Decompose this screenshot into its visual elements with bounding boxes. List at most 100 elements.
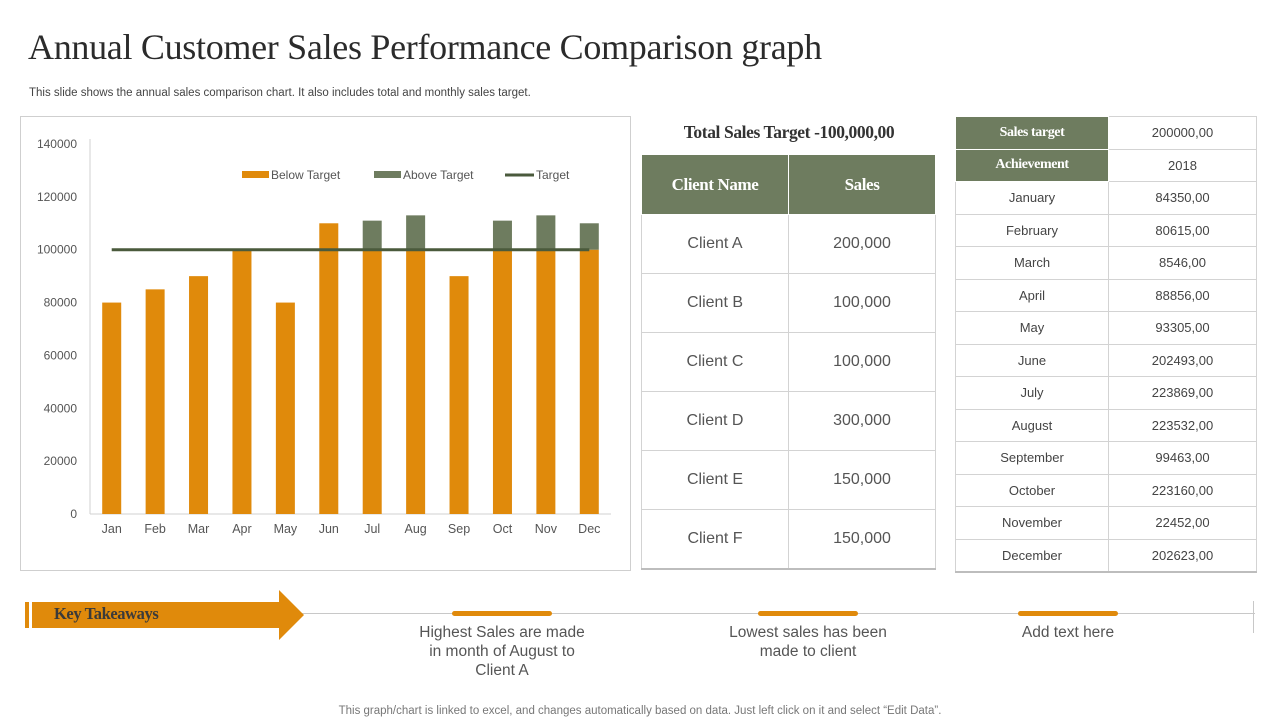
takeaway-marker bbox=[758, 611, 858, 616]
month-name: June bbox=[955, 343, 1109, 377]
achievement-row: Achievement 2018 bbox=[955, 148, 1257, 182]
takeaway-text: Highest Sales are made in month of Augus… bbox=[419, 624, 585, 679]
legend-label-below: Below Target bbox=[271, 168, 341, 182]
total-sales-target-heading: Total Sales Target -100,000,00 bbox=[683, 122, 895, 142]
month-name: December bbox=[955, 538, 1109, 573]
month-name: November bbox=[955, 506, 1109, 540]
client-name: Client B bbox=[641, 273, 789, 333]
bar-below-target bbox=[362, 249, 382, 514]
month-value: 99463,00 bbox=[1108, 441, 1257, 475]
bar-below-target bbox=[492, 249, 512, 514]
bar-chart-svg: 0 20000 40000 60000 80000 100000 120000 140000 J… bbox=[37, 137, 611, 536]
bar-below-target bbox=[319, 223, 339, 514]
table-row: Client C 100,000 bbox=[641, 332, 936, 392]
table-row: January 84350,00 bbox=[955, 181, 1257, 215]
month-value: 202493,00 bbox=[1108, 343, 1257, 377]
month-value: 202623,00 bbox=[1108, 538, 1257, 573]
bar-above-target bbox=[406, 215, 426, 250]
takeaway-marker bbox=[1018, 611, 1118, 616]
page-title: Annual Customer Sales Performance Compar… bbox=[28, 27, 822, 67]
month-name: August bbox=[955, 408, 1109, 442]
table-row: August 223532,00 bbox=[955, 408, 1257, 442]
table-row: Client D 300,000 bbox=[641, 391, 936, 451]
table-row: June 202493,00 bbox=[955, 343, 1257, 377]
client-name: Client D bbox=[641, 391, 789, 451]
month-value: 22452,00 bbox=[1108, 506, 1257, 540]
table-row: Client A 200,000 bbox=[641, 214, 936, 274]
x-tick-label: May bbox=[274, 522, 298, 536]
table-row: Client E 150,000 bbox=[641, 450, 936, 510]
client-sales: 100,000 bbox=[788, 332, 936, 392]
client-name: Client E bbox=[641, 450, 789, 510]
table-row: May 93305,00 bbox=[955, 311, 1257, 345]
client-sales: 150,000 bbox=[788, 450, 936, 510]
month-name: January bbox=[955, 181, 1109, 215]
month-name: October bbox=[955, 473, 1109, 507]
table-row: Client F 150,000 bbox=[641, 509, 936, 570]
bar-below-target bbox=[536, 249, 556, 514]
key-takeaways-label: Key Takeaways bbox=[54, 604, 159, 623]
client-sales: 100,000 bbox=[788, 273, 936, 333]
takeaway-text: Lowest sales has been made to client bbox=[729, 624, 887, 660]
month-value: 223532,00 bbox=[1108, 408, 1257, 442]
sales-header: Sales bbox=[788, 154, 936, 215]
page-subtitle: This slide shows the annual sales compar… bbox=[29, 87, 531, 99]
bar-below-target bbox=[449, 276, 469, 514]
legend-label-above: Above Target bbox=[403, 168, 474, 182]
y-tick-label: 80000 bbox=[44, 296, 78, 310]
month-value: 80615,00 bbox=[1108, 213, 1257, 247]
month-value: 223160,00 bbox=[1108, 473, 1257, 507]
achievement-label: Achievement bbox=[955, 148, 1109, 182]
month-value: 223869,00 bbox=[1108, 376, 1257, 410]
bar-below-target bbox=[275, 302, 295, 514]
legend-swatch-above bbox=[374, 171, 401, 178]
x-tick-label: Dec bbox=[578, 522, 600, 536]
client-sales: 150,000 bbox=[788, 509, 936, 570]
y-tick-label: 120000 bbox=[37, 190, 77, 204]
bar-above-target bbox=[492, 220, 512, 250]
bar-above-target bbox=[362, 220, 382, 250]
legend-swatch-below bbox=[242, 171, 269, 178]
achievement-value: 2018 bbox=[1108, 148, 1257, 182]
timeline-end-tick bbox=[1253, 601, 1254, 633]
x-tick-label: Feb bbox=[144, 522, 166, 536]
client-name: Client C bbox=[641, 332, 789, 392]
client-name-header: Client Name bbox=[641, 154, 789, 215]
table-row: March 8546,00 bbox=[955, 246, 1257, 280]
month-name: March bbox=[955, 246, 1109, 280]
x-tick-label: Mar bbox=[188, 522, 210, 536]
monthly-sales-table: Sales target 200000,00 Achievement 2018 Ja… bbox=[955, 116, 1257, 573]
y-tick-label: 0 bbox=[70, 507, 77, 521]
legend-label-target: Target bbox=[536, 168, 570, 182]
bar-below-target bbox=[406, 249, 426, 514]
table-row: July 223869,00 bbox=[955, 376, 1257, 410]
month-name: April bbox=[955, 278, 1109, 312]
client-name: Client F bbox=[641, 509, 789, 570]
client-sales: 200,000 bbox=[788, 214, 936, 274]
table-row: September 99463,00 bbox=[955, 441, 1257, 475]
client-name: Client A bbox=[641, 214, 789, 274]
x-tick-label: Jul bbox=[364, 522, 380, 536]
month-name: July bbox=[955, 376, 1109, 410]
x-tick-label: Sep bbox=[448, 522, 470, 536]
sales-target-row: Sales target 200000,00 bbox=[955, 116, 1257, 150]
takeaway-marker bbox=[452, 611, 552, 616]
table-row: November 22452,00 bbox=[955, 506, 1257, 540]
sales-chart[interactable]: 0 20000 40000 60000 80000 100000 120000 140000 J… bbox=[20, 116, 631, 571]
y-tick-label: 140000 bbox=[37, 137, 77, 151]
y-tick-label: 20000 bbox=[44, 454, 78, 468]
x-tick-label: Apr bbox=[232, 522, 251, 536]
y-tick-label: 60000 bbox=[44, 348, 78, 362]
y-tick-label: 100000 bbox=[37, 243, 77, 257]
table-row: February 80615,00 bbox=[955, 213, 1257, 247]
sales-target-value: 200000,00 bbox=[1108, 116, 1257, 150]
client-sales-table: Client Name Sales Client A 200,000 Client… bbox=[641, 154, 936, 570]
month-name: May bbox=[955, 311, 1109, 345]
x-tick-label: Nov bbox=[535, 522, 558, 536]
key-takeaways-arrow-icon bbox=[25, 590, 304, 640]
sales-target-label: Sales target bbox=[955, 116, 1109, 150]
bar-below-target bbox=[232, 249, 252, 514]
takeaway-text: Add text here bbox=[1021, 624, 1115, 641]
x-tick-label: Aug bbox=[405, 522, 427, 536]
x-tick-label: Jan bbox=[102, 522, 122, 536]
